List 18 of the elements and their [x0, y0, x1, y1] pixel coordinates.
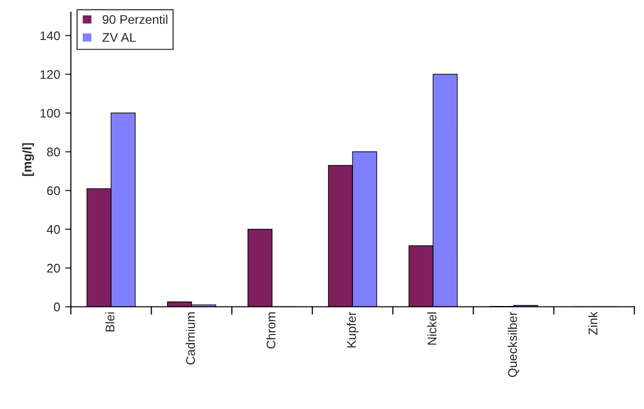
y-axis-title: [mg/l] — [22, 143, 34, 176]
y-tick-label: 20 — [47, 264, 60, 273]
x-tick-label: Chrom — [266, 312, 276, 348]
x-tick-label: Kupfer — [346, 312, 358, 348]
y-tick-label: 0 — [54, 302, 60, 312]
y-tick-label: 80 — [47, 148, 60, 156]
legend-label: 90 Perzentil — [102, 14, 168, 24]
x-tick-label: Zink — [588, 312, 598, 335]
y-tick-label: 60 — [47, 186, 60, 196]
y-tick-label: 120 — [40, 70, 60, 79]
y-tick-label: 100 — [40, 108, 60, 118]
y-tick-label: 40 — [46, 225, 60, 234]
x-tick-label: Quecksilber — [508, 312, 520, 378]
x-tick-label: Cadmium — [186, 312, 195, 364]
x-tick-label: Blei — [105, 312, 114, 332]
x-tick-label: Nickel — [427, 312, 436, 345]
y-tick-label: 140 — [40, 31, 60, 40]
legend-label: ZV AL — [102, 33, 136, 42]
